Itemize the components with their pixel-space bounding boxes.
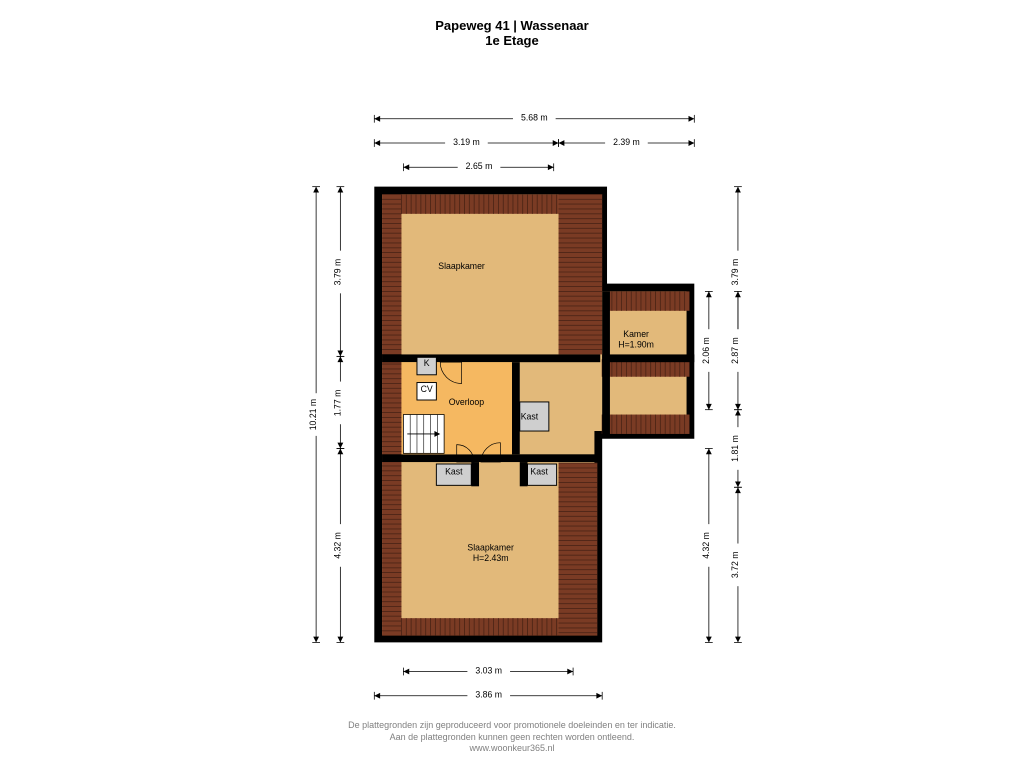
dimension-label: 10.21 m [308,399,318,431]
room-label: Kast [445,467,463,477]
room-label: Kast [530,467,548,477]
floorplan-canvas: Slaapkamer KamerH=1.90m Overloop Slaapkamer… [0,80,1024,708]
dimension-label: 4.32 m [701,532,711,559]
dimension-label: 3.03 m [475,665,502,675]
dimension-label: 1.81 m [730,435,740,462]
dimension-label: 3.72 m [730,552,740,579]
dimension-label: 1.77 m [332,390,342,417]
footer-line-2: Aan de plattegronden kunnen geen rechten… [0,732,1024,743]
dimension-label: 3.79 m [332,259,342,286]
title-line-1: Papeweg 41 | Wassenaar [0,18,1024,33]
title-block: Papeweg 41 | Wassenaar 1e Etage [0,18,1024,48]
title-line-2: 1e Etage [0,33,1024,48]
dimension-label: 2.39 m [613,137,640,147]
room-label: Kast [521,411,539,421]
dimension-label: 2.65 m [466,161,493,171]
dimension-label: 4.32 m [332,532,342,559]
room-label: K [424,358,430,368]
dimension-label: 2.06 m [701,337,711,364]
dimension-label: 2.87 m [730,337,740,364]
room-label: Slaapkamer [438,261,485,271]
svg-text:H=1.90m: H=1.90m [618,340,654,350]
footer-line-1: De plattegronden zijn geproduceerd voor … [0,720,1024,731]
footer-line-3: www.woonkeur365.nl [0,743,1024,754]
svg-text:H=2.43m: H=2.43m [473,553,509,563]
room-label: Overloop [449,397,485,407]
room-label: Kamer [623,329,649,339]
footer-block: De plattegronden zijn geproduceerd voor … [0,720,1024,754]
dimension-label: 3.79 m [730,259,740,286]
room-label: Slaapkamer [467,542,514,552]
dimension-label: 3.86 m [475,690,502,700]
room-label: CV [421,384,433,394]
dimension-label: 3.19 m [453,137,480,147]
dimension-label: 5.68 m [521,113,548,123]
